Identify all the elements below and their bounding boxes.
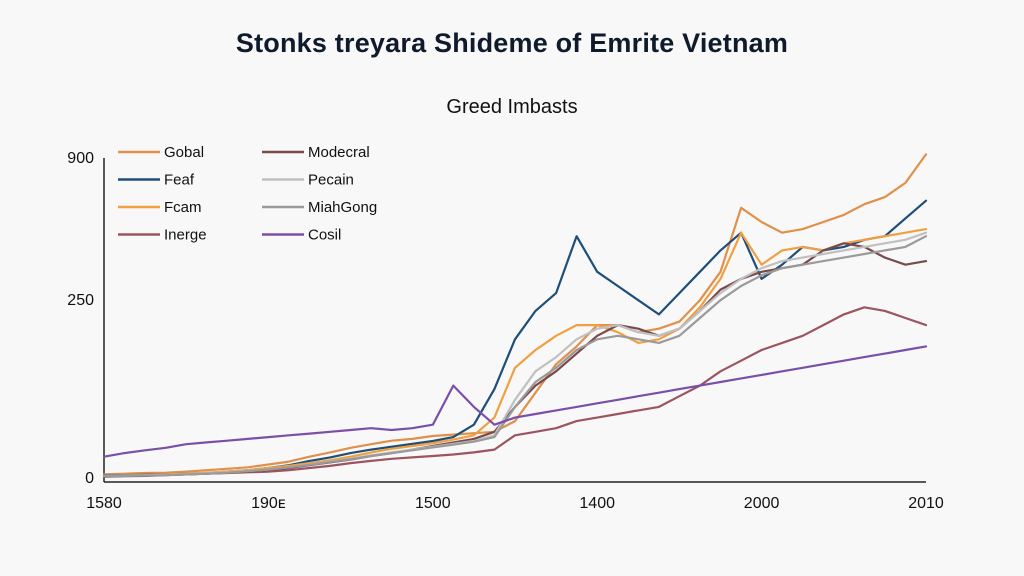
y-tick-label: 0: [85, 470, 94, 487]
legend-label: MiahGong: [308, 199, 377, 216]
series-line-feaf: [102, 199, 928, 477]
series-line-miahgong: [102, 235, 928, 478]
x-tick-label: 1500: [415, 495, 451, 512]
legend-label: Feaf: [164, 172, 195, 189]
x-tick-label: 1580: [86, 495, 122, 512]
series-line-pecain: [102, 231, 928, 477]
y-tick-label: 250: [67, 292, 94, 309]
y-tick-label: 900: [67, 150, 94, 167]
x-tick-label: 2000: [744, 495, 780, 512]
legend-label: Gobal: [164, 144, 204, 161]
series-layer: [102, 153, 928, 478]
legend: Gobal Feaf Fcam Inerge Modecral Pecain MiahGon…: [118, 144, 377, 244]
x-tick-label: 2010: [908, 495, 944, 512]
series-line-gobal: [102, 153, 928, 476]
x-tick-label: 1400: [579, 495, 615, 512]
chart-axes: 900 250 0 1580 190ᴇ 1500 1400 2000 2010: [67, 150, 944, 512]
chart-subtitle: Greed Imbasts: [446, 96, 578, 118]
series-line-cosil: [102, 345, 928, 458]
legend-label: Modecral: [308, 144, 370, 161]
series-line-fcam: [102, 228, 928, 477]
legend-label: Cosil: [308, 227, 341, 244]
legend-label: Inerge: [164, 227, 207, 244]
x-tick-label: 190ᴇ: [251, 495, 286, 512]
series-line-inerge: [102, 306, 928, 478]
legend-label: Fcam: [164, 199, 202, 216]
legend-label: Pecain: [308, 172, 354, 189]
chart-title: Stonks treyara Shideme of Emrite Vietnam: [235, 28, 789, 58]
